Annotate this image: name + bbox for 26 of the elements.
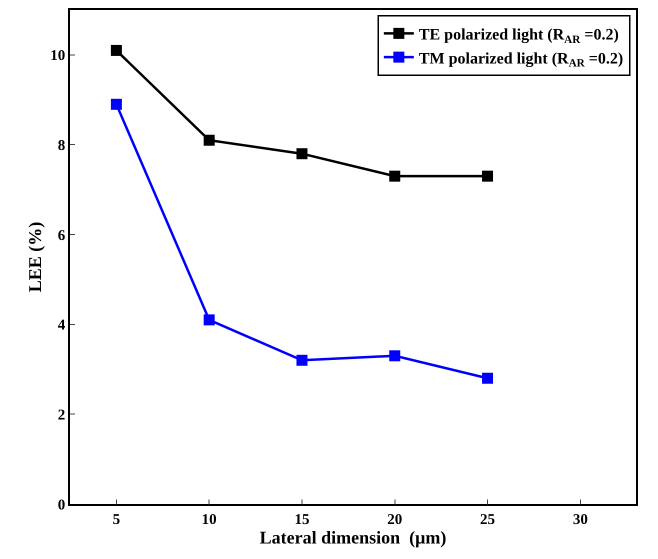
y-tick-label: 8 <box>58 138 66 154</box>
x-tick-label: 20 <box>387 512 402 528</box>
x-tick-label: 15 <box>294 512 310 528</box>
point <box>204 314 215 326</box>
x-tick-label: 5 <box>112 512 120 528</box>
legend-label: TE polarized light (R$_{AR}$ =0.2) <box>418 26 619 46</box>
point <box>110 98 122 110</box>
legend-label: TM polarized light (R$_{AR}$ =0.2) <box>418 50 624 70</box>
point <box>204 134 215 146</box>
y-tick-label: 2 <box>58 407 66 424</box>
point <box>389 170 400 182</box>
point <box>110 44 122 56</box>
y-tick-label: 6 <box>58 228 66 244</box>
x-axis-title: Lateral dimension (μm) <box>260 528 446 548</box>
x-tick-label: 30 <box>572 512 588 528</box>
y-tick-label: 0 <box>58 497 66 514</box>
x-tick-label: 25 <box>480 512 496 528</box>
point <box>389 350 400 362</box>
y-axis-title: LEE (%) <box>24 222 45 292</box>
point <box>482 372 494 384</box>
x-tick-label: 10 <box>202 512 217 528</box>
point <box>482 170 494 182</box>
y-tick-label: 4 <box>58 318 66 334</box>
y-tick-label: 10 <box>50 48 66 64</box>
point <box>296 354 308 366</box>
point <box>296 148 308 160</box>
